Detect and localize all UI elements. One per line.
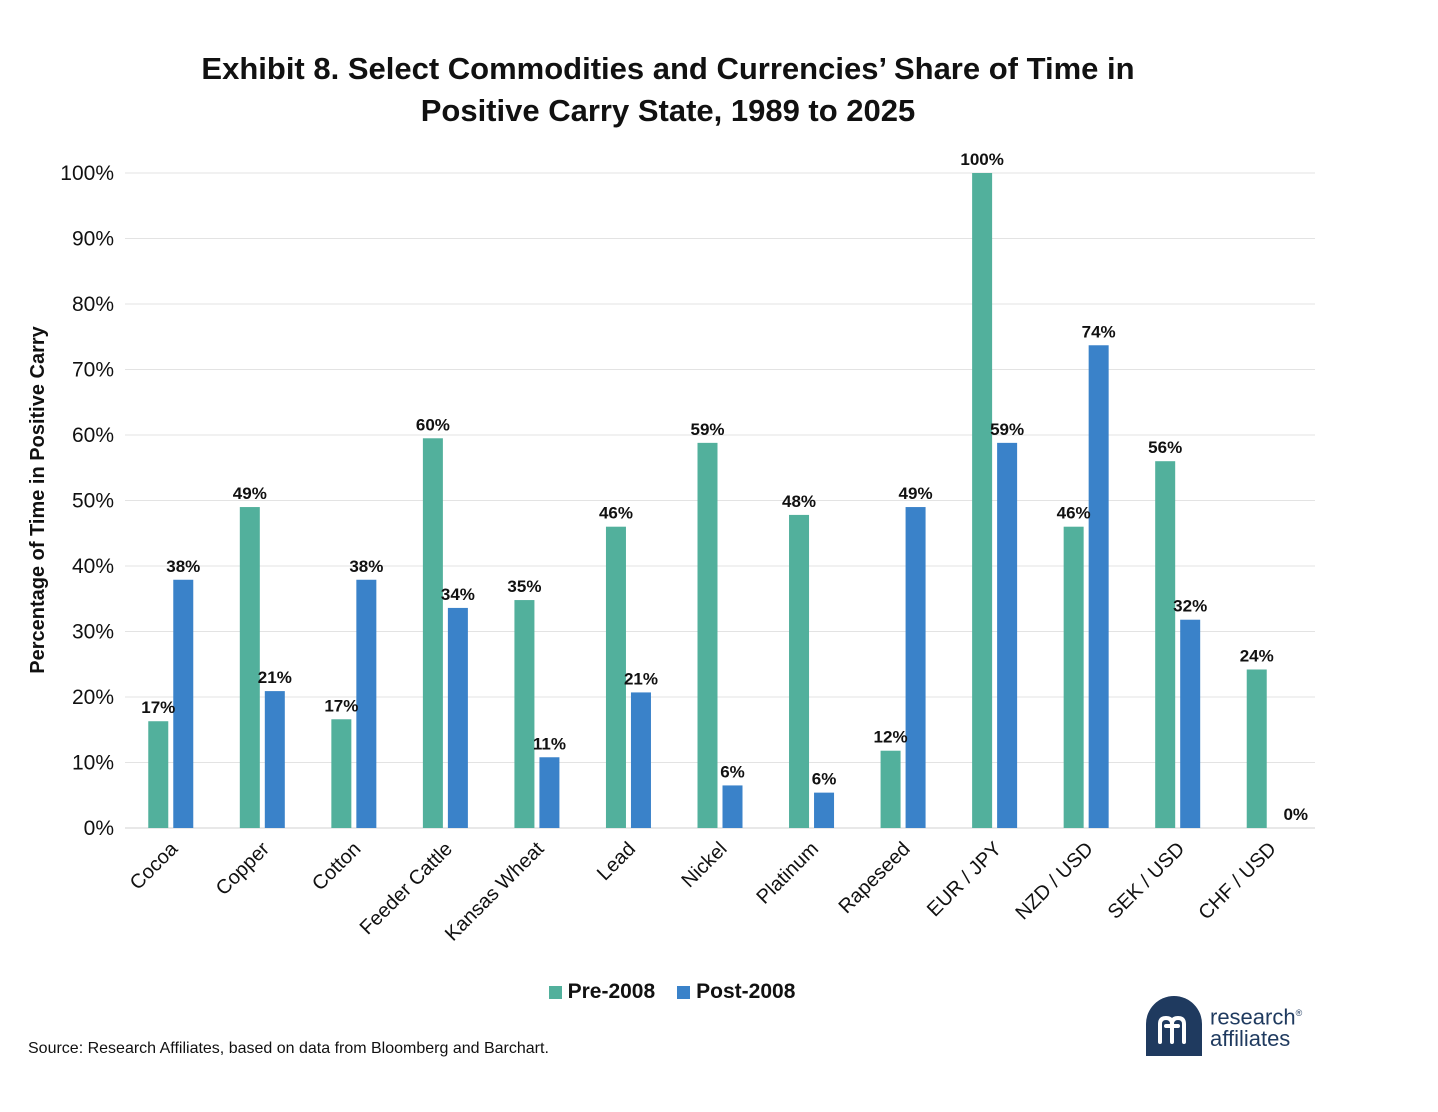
y-axis-tick-labels: 0% 10% 20% 30% 40% 50% 60% 70% 80% 90% 100% <box>60 162 114 840</box>
y-tick-label: 100% <box>60 162 114 185</box>
data-label: 46% <box>599 504 633 523</box>
source-note: Source: Research Affiliates, based on da… <box>28 1040 549 1057</box>
legend-label-post-2008: Post-2008 <box>696 980 796 1003</box>
y-tick-label: 70% <box>72 359 114 382</box>
x-tick-label: SEK / USD <box>1104 838 1190 924</box>
data-label: 38% <box>349 557 383 576</box>
x-tick-label: EUR / JPY <box>923 838 1006 921</box>
data-label: 0% <box>1283 805 1308 824</box>
x-tick-label: Feeder Cattle <box>356 838 457 939</box>
data-label: 21% <box>624 669 658 688</box>
logo-word-affiliates: affiliates <box>1210 1026 1291 1052</box>
y-tick-label: 40% <box>72 555 114 578</box>
data-label: 12% <box>874 728 908 747</box>
bar-post-2008 <box>722 785 743 828</box>
data-label: 49% <box>233 484 267 503</box>
data-label: 100% <box>960 150 1003 169</box>
x-tick-label: Cocoa <box>126 837 183 894</box>
x-tick-label: Cotton <box>308 838 365 895</box>
x-tick-label: Lead <box>593 838 640 885</box>
data-label: 59% <box>990 420 1024 439</box>
y-tick-label: 10% <box>72 752 114 775</box>
legend-item-post-2008: Post-2008 <box>677 980 795 1004</box>
legend: Pre-2008 Post-2008 <box>0 980 1344 1004</box>
bars <box>148 173 1267 828</box>
logo-wordmark: research® affiliates <box>1210 1002 1302 1050</box>
bar-value-labels: 17% 38% 49% 21% 17% 38% 60% 34% 35% 11% 46% 21% 59% 6… <box>141 150 1308 824</box>
data-label: 49% <box>899 484 933 503</box>
y-axis-title: Percentage of Time in Positive Carry <box>27 325 49 673</box>
bar-post-2008 <box>356 579 377 828</box>
y-tick-label: 80% <box>72 293 114 316</box>
y-tick-label: 20% <box>72 686 114 709</box>
data-label: 17% <box>324 696 358 715</box>
bar-post-2008 <box>539 757 560 828</box>
bar-pre-2008 <box>1155 461 1176 828</box>
x-tick-label: Platinum <box>752 838 823 909</box>
data-label: 21% <box>258 668 292 687</box>
data-label: 56% <box>1148 438 1182 457</box>
x-tick-label: CHF / USD <box>1194 838 1280 924</box>
data-label: 38% <box>166 557 200 576</box>
bar-post-2008 <box>264 691 285 828</box>
bar-post-2008 <box>997 442 1018 828</box>
research-affiliates-logo: research® affiliates <box>1146 996 1302 1056</box>
chart-title-line-1: Exhibit 8. Select Commodities and Curren… <box>201 51 1135 86</box>
bar-post-2008 <box>630 692 651 828</box>
x-tick-label: Copper <box>212 838 274 900</box>
bar-pre-2008 <box>148 721 169 828</box>
bar-pre-2008 <box>789 514 810 828</box>
bar-pre-2008 <box>331 719 352 828</box>
bar-post-2008 <box>814 792 835 828</box>
bar-post-2008 <box>173 579 194 828</box>
grid-lines <box>125 172 1315 829</box>
data-label: 35% <box>507 577 541 596</box>
bar-pre-2008 <box>239 507 260 828</box>
bar-pre-2008 <box>514 600 535 828</box>
y-tick-label: 50% <box>72 490 114 513</box>
x-tick-label: NZD / USD <box>1011 838 1097 924</box>
bar-pre-2008 <box>972 173 993 828</box>
bar-pre-2008 <box>880 750 901 828</box>
bar-post-2008 <box>1180 619 1201 828</box>
x-tick-label: Rapeseed <box>835 838 915 918</box>
data-label: 11% <box>533 734 566 753</box>
y-tick-label: 0% <box>84 817 114 840</box>
data-label: 74% <box>1082 322 1116 341</box>
data-label: 48% <box>782 492 816 511</box>
bar-pre-2008 <box>1063 526 1084 828</box>
bar-pre-2008 <box>1246 669 1267 828</box>
legend-swatch-pre-2008 <box>548 985 562 999</box>
x-tick-label: Kansas Wheat <box>441 838 549 946</box>
chart-title-line-2: Positive Carry State, 1989 to 2025 <box>420 93 916 128</box>
y-tick-label: 30% <box>72 621 114 644</box>
data-label: 60% <box>416 415 450 434</box>
data-label: 6% <box>812 770 837 789</box>
bar-post-2008 <box>447 607 468 828</box>
data-label: 17% <box>141 698 175 717</box>
research-affiliates-logo-icon <box>1146 996 1202 1056</box>
bar-post-2008 <box>1088 345 1109 828</box>
bar-pre-2008 <box>605 526 626 828</box>
y-tick-label: 60% <box>72 424 114 447</box>
data-label: 59% <box>690 420 724 439</box>
x-tick-label: Nickel <box>677 838 731 892</box>
chart-title: Exhibit 8. Select Commodities and Curren… <box>0 48 1336 132</box>
legend-swatch-post-2008 <box>677 985 691 999</box>
y-tick-label: 90% <box>72 228 114 251</box>
data-label: 46% <box>1057 504 1091 523</box>
data-label: 6% <box>720 762 745 781</box>
bar-pre-2008 <box>697 442 718 828</box>
bar-post-2008 <box>905 507 926 828</box>
data-label: 32% <box>1173 597 1207 616</box>
legend-label-pre-2008: Pre-2008 <box>567 980 656 1003</box>
data-label: 24% <box>1240 646 1274 665</box>
data-label: 34% <box>441 585 475 604</box>
legend-item-pre-2008: Pre-2008 <box>548 980 656 1004</box>
bar-pre-2008 <box>422 438 443 828</box>
logo-word-research: research® <box>1210 1004 1303 1030</box>
